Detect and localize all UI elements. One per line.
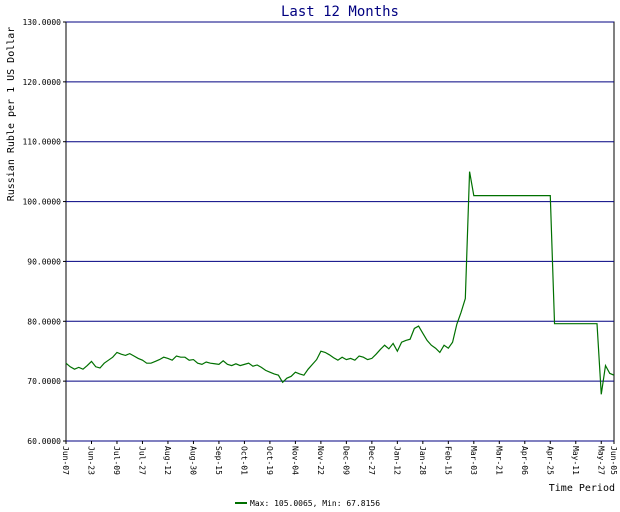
- plot-area: [65, 21, 615, 442]
- chart-title: Last 12 Months: [281, 4, 399, 20]
- x-tick-label: Feb-15: [443, 446, 452, 475]
- y-axis-label: Russian Ruble per 1 US Dollar: [6, 27, 17, 202]
- x-tick-label: Jul-27: [137, 446, 146, 475]
- x-tick-label: Apr-25: [545, 446, 554, 475]
- x-tick-label: Mar-03: [469, 446, 478, 475]
- x-tick-label: Aug-12: [163, 446, 172, 475]
- y-tick-label: 60.0000: [27, 437, 61, 446]
- legend-label: Max: 105.0065, Min: 67.8156: [250, 499, 380, 508]
- x-tick-label: Jun-07: [61, 446, 70, 475]
- x-axis-label: Time Period: [549, 483, 615, 494]
- x-tick-label: May-11: [571, 446, 580, 475]
- x-tick-label: Nov-22: [316, 446, 325, 475]
- y-tick-label: 110.0000: [22, 138, 61, 147]
- y-tick-label: 80.0000: [27, 317, 61, 326]
- x-tick-label: Oct-01: [239, 446, 248, 475]
- y-tick-label: 130.0000: [22, 18, 61, 27]
- x-tick-label: Dec-27: [367, 446, 376, 475]
- x-tick-label: Jan-12: [392, 446, 401, 475]
- x-tick-label: Sep-15: [214, 446, 223, 475]
- x-tick-label: Mar-21: [494, 446, 503, 475]
- x-tick-label: Nov-04: [290, 446, 299, 475]
- x-tick-label: Jan-28: [418, 446, 427, 475]
- x-tick-label: Aug-30: [188, 446, 197, 475]
- x-tick-label: Jun-05: [609, 446, 618, 475]
- y-tick-label: 90.0000: [27, 257, 61, 266]
- x-tick-label: Apr-06: [520, 446, 529, 475]
- data-line: [65, 171, 615, 395]
- x-tick-label: Dec-09: [341, 446, 350, 475]
- y-tick-label: 120.0000: [22, 78, 61, 87]
- y-tick-label: 100.0000: [22, 198, 61, 207]
- x-tick-label: Jun-23: [86, 446, 95, 475]
- y-tick-label: 70.0000: [27, 377, 61, 386]
- x-tick-label: May-27: [596, 446, 605, 475]
- x-tick-label: Jul-09: [112, 446, 121, 475]
- x-tick-label: Oct-19: [265, 446, 274, 475]
